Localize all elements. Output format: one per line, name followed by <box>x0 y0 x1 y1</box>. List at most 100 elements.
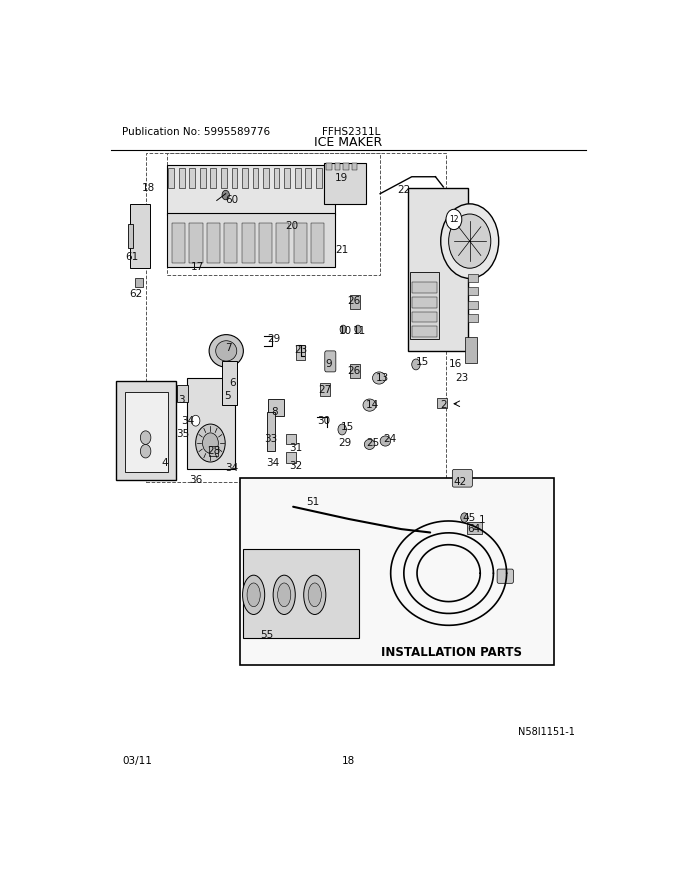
Text: 64: 64 <box>467 524 481 534</box>
Text: 28: 28 <box>207 446 221 456</box>
Circle shape <box>192 415 200 426</box>
FancyBboxPatch shape <box>311 223 324 263</box>
FancyBboxPatch shape <box>452 469 473 488</box>
FancyBboxPatch shape <box>294 223 307 263</box>
FancyBboxPatch shape <box>241 478 554 664</box>
FancyBboxPatch shape <box>326 163 332 170</box>
Circle shape <box>449 214 491 268</box>
Text: 1: 1 <box>479 516 485 525</box>
Circle shape <box>461 513 468 523</box>
FancyBboxPatch shape <box>167 213 335 267</box>
Circle shape <box>340 325 346 334</box>
FancyBboxPatch shape <box>412 312 437 322</box>
FancyBboxPatch shape <box>259 223 272 263</box>
FancyBboxPatch shape <box>466 337 477 363</box>
Ellipse shape <box>364 439 375 450</box>
Text: 33: 33 <box>264 434 277 444</box>
Text: Publication No: 5995589776: Publication No: 5995589776 <box>122 128 270 137</box>
Text: 18: 18 <box>342 756 355 766</box>
FancyBboxPatch shape <box>286 434 296 444</box>
Text: 7: 7 <box>226 342 232 353</box>
Text: 6: 6 <box>229 378 236 388</box>
Text: 35: 35 <box>176 429 189 439</box>
Text: 45: 45 <box>462 512 475 523</box>
Text: 22: 22 <box>398 185 411 194</box>
Ellipse shape <box>247 583 260 606</box>
Text: 36: 36 <box>189 474 202 485</box>
Circle shape <box>140 444 151 458</box>
FancyBboxPatch shape <box>412 297 437 307</box>
Text: 21: 21 <box>335 245 348 255</box>
FancyBboxPatch shape <box>350 364 360 378</box>
Text: 24: 24 <box>383 434 396 444</box>
Text: 51: 51 <box>306 497 320 507</box>
Circle shape <box>355 325 361 334</box>
Text: 15: 15 <box>415 356 429 367</box>
FancyBboxPatch shape <box>187 378 235 469</box>
Text: 23: 23 <box>294 345 307 355</box>
Ellipse shape <box>216 341 237 361</box>
Text: 03/11: 03/11 <box>122 756 152 766</box>
FancyBboxPatch shape <box>407 188 468 351</box>
FancyBboxPatch shape <box>343 163 348 170</box>
Text: 20: 20 <box>286 221 299 231</box>
FancyBboxPatch shape <box>296 345 305 360</box>
Text: 25: 25 <box>367 438 380 448</box>
Ellipse shape <box>304 576 326 614</box>
FancyBboxPatch shape <box>231 168 237 188</box>
Text: 16: 16 <box>449 359 462 370</box>
FancyBboxPatch shape <box>130 204 150 268</box>
Text: 3: 3 <box>178 395 185 406</box>
Ellipse shape <box>380 436 390 446</box>
FancyBboxPatch shape <box>269 399 284 416</box>
Text: 32: 32 <box>289 461 303 471</box>
FancyBboxPatch shape <box>209 446 218 456</box>
FancyBboxPatch shape <box>286 451 296 463</box>
FancyBboxPatch shape <box>325 351 336 372</box>
FancyBboxPatch shape <box>350 296 360 309</box>
FancyBboxPatch shape <box>468 287 477 296</box>
FancyBboxPatch shape <box>179 168 184 188</box>
FancyBboxPatch shape <box>263 168 269 188</box>
Text: 4: 4 <box>162 458 169 468</box>
Text: 29: 29 <box>267 334 280 344</box>
Text: N58I1151-1: N58I1151-1 <box>518 727 575 737</box>
Text: 19: 19 <box>335 173 348 183</box>
FancyBboxPatch shape <box>207 223 220 263</box>
Circle shape <box>140 431 151 444</box>
FancyBboxPatch shape <box>189 223 203 263</box>
FancyBboxPatch shape <box>224 223 237 263</box>
Text: 34: 34 <box>181 415 194 426</box>
FancyBboxPatch shape <box>241 223 255 263</box>
FancyBboxPatch shape <box>252 168 258 188</box>
Text: 18: 18 <box>141 183 155 194</box>
Text: 26: 26 <box>347 366 360 377</box>
FancyBboxPatch shape <box>135 278 143 287</box>
Text: 60: 60 <box>225 194 238 205</box>
Text: 62: 62 <box>129 289 143 299</box>
FancyBboxPatch shape <box>124 392 168 472</box>
FancyBboxPatch shape <box>129 224 133 248</box>
Ellipse shape <box>308 583 322 606</box>
Text: FFHS2311L: FFHS2311L <box>322 128 381 137</box>
Text: 26: 26 <box>347 296 360 305</box>
Text: 55: 55 <box>260 630 273 641</box>
Circle shape <box>338 424 346 435</box>
Text: 23: 23 <box>455 373 469 383</box>
FancyBboxPatch shape <box>177 385 188 402</box>
Text: 5: 5 <box>224 391 231 400</box>
FancyBboxPatch shape <box>284 168 290 188</box>
Circle shape <box>222 190 229 200</box>
Text: ICE MAKER: ICE MAKER <box>314 136 383 149</box>
Text: 15: 15 <box>341 422 354 432</box>
Text: 14: 14 <box>366 400 379 410</box>
FancyBboxPatch shape <box>410 272 439 340</box>
FancyBboxPatch shape <box>189 168 195 188</box>
Text: 10: 10 <box>339 326 352 335</box>
FancyBboxPatch shape <box>167 165 335 216</box>
FancyBboxPatch shape <box>305 168 311 188</box>
FancyBboxPatch shape <box>437 399 447 408</box>
Circle shape <box>441 204 498 278</box>
Circle shape <box>196 424 225 462</box>
FancyBboxPatch shape <box>221 168 226 188</box>
